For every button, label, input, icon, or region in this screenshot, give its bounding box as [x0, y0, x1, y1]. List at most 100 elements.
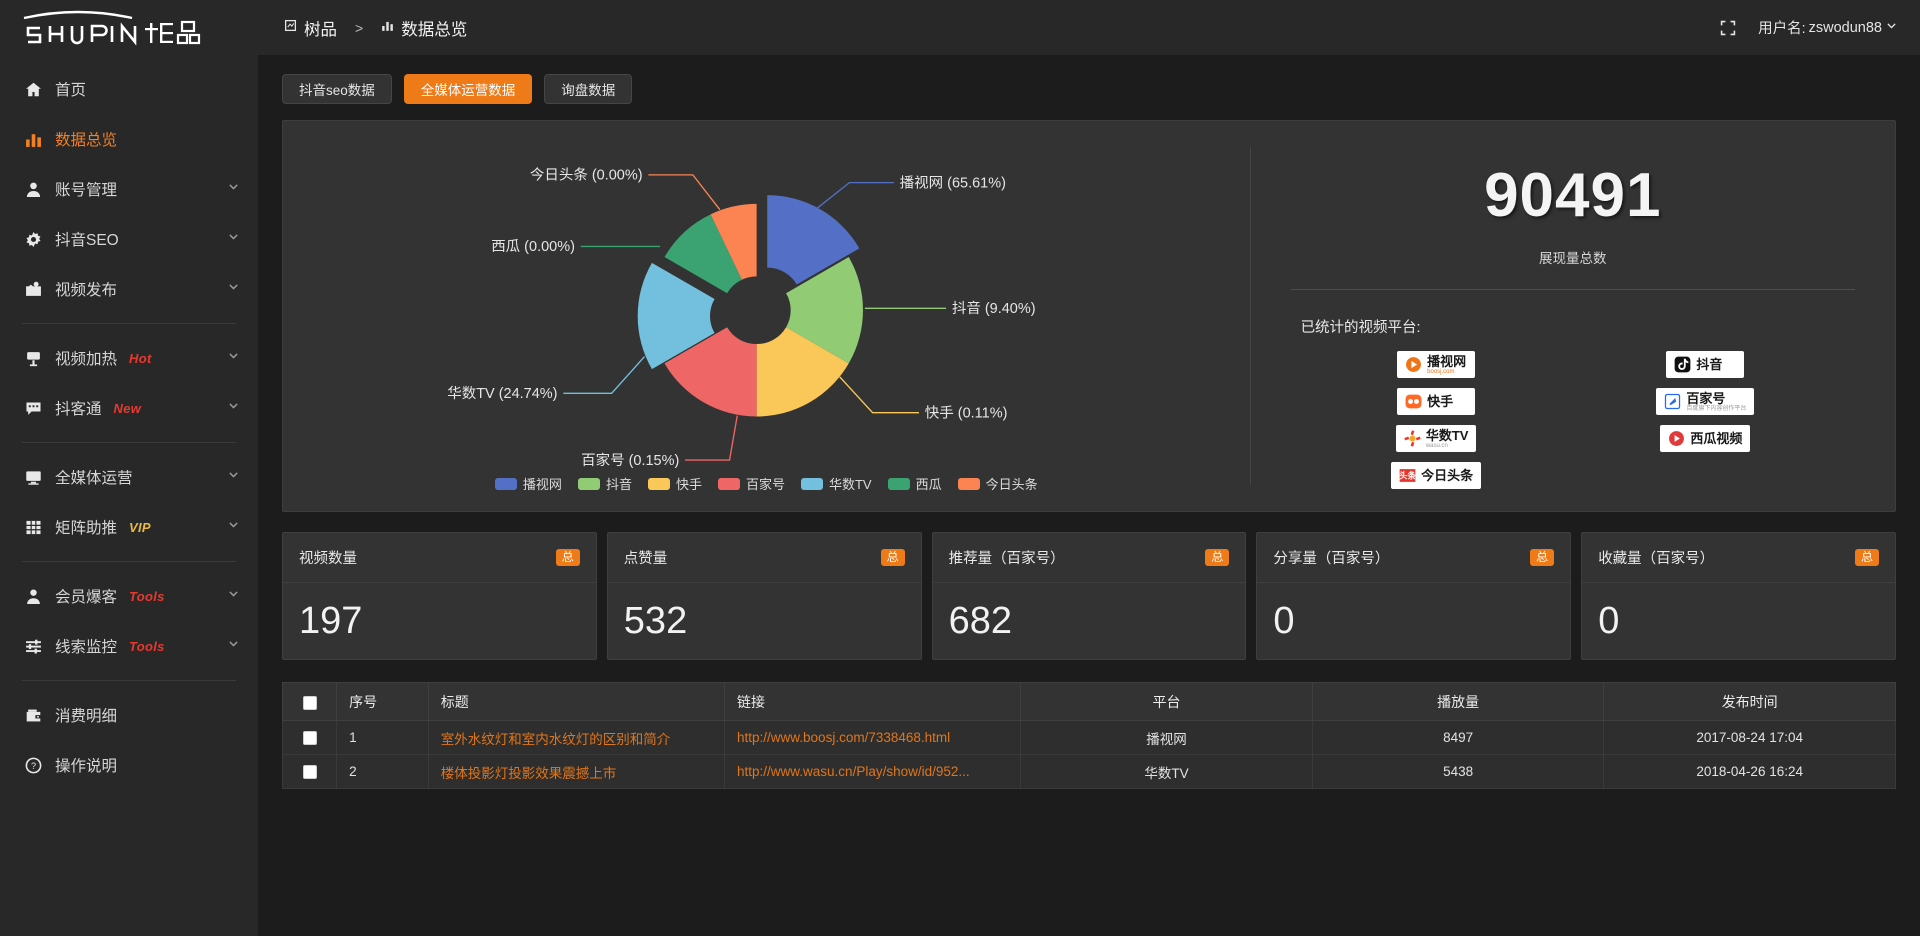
legend-item-kuaishou[interactable]: 快手 [647, 474, 702, 493]
data-type-tabs: 抖音seo数据 全媒体运营数据 询盘数据 [258, 56, 1920, 120]
legend-swatch [800, 477, 823, 490]
summary-panel: 90491 展现量总数 已统计的视频平台: 播视网 [1251, 121, 1895, 511]
home-icon [22, 81, 44, 98]
platform-column-right: 抖音 百家号 百度旗下内容创作平台 [1656, 351, 1755, 489]
legend-item-baijiahao[interactable]: 百家号 [717, 474, 785, 493]
pie-slice-toutiao[interactable] [710, 203, 757, 280]
sidebar-item-consumption-detail[interactable]: 消费明细 [0, 690, 258, 740]
total-impressions-caption: 展现量总数 [1539, 251, 1607, 266]
sidebar-item-label: 消费明细 [55, 708, 118, 725]
sidebar-item-video-publish[interactable]: 视频发布 [0, 264, 258, 314]
legend-item-boosj[interactable]: 播视网 [494, 474, 562, 493]
sidebar-nav: 首页 数据总览 账号管理 抖音 [0, 56, 258, 790]
legend-item-xigua[interactable]: 西瓜 [887, 474, 942, 493]
pie-label-baijiahao: 百家号 (0.15%) [581, 452, 679, 469]
sidebar-item-instructions[interactable]: ? 操作说明 [0, 740, 258, 790]
breadcrumb-current[interactable]: 数据总览 [381, 16, 467, 40]
table-row[interactable]: 2 楼体投影灯投影效果震撼上市 http://www.wasu.cn/Play/… [281, 754, 1896, 789]
platform-chip-xigua[interactable]: 西瓜视频 [1660, 425, 1751, 452]
breadcrumb-root[interactable]: 树品 [284, 16, 337, 40]
table-row[interactable]: 1 室外水纹灯和室内水纹灯的区别和简介 http://www.boosj.com… [281, 720, 1896, 755]
toutiao-icon: 头条 [1399, 467, 1416, 484]
row-url-link[interactable]: http://www.wasu.cn/Play/show/id/952... [737, 764, 970, 779]
sidebar-item-account-mgmt[interactable]: 账号管理 [0, 164, 258, 214]
sidebar-item-tag: Hot [129, 350, 152, 366]
row-checkbox[interactable] [302, 765, 317, 780]
pie-slice-baijiahao[interactable] [664, 327, 757, 417]
sidebar-item-home[interactable]: 首页 [0, 64, 258, 114]
wallet-icon [22, 707, 44, 724]
pie-slice-wasu[interactable] [637, 262, 715, 370]
legend-label: 华数TV [828, 477, 872, 492]
sidebar-item-douketong[interactable]: 抖客通 New [0, 383, 258, 433]
row-title[interactable]: 室外水纹灯和室内水纹灯的区别和简介 [427, 720, 726, 755]
platform-chip-douyin[interactable]: 抖音 [1666, 351, 1745, 378]
sidebar-item-label: 首页 [55, 82, 87, 99]
legend-item-wasu[interactable]: 华数TV [800, 474, 872, 493]
chevron-down-icon [227, 637, 240, 655]
pie-slice-xigua[interactable] [664, 214, 742, 294]
row-checkbox[interactable] [302, 731, 317, 746]
grid-icon [22, 519, 44, 536]
platform-chip-baijiahao[interactable]: 百家号 百度旗下内容创作平台 [1656, 388, 1755, 415]
row-link[interactable]: http://www.boosj.com/7338468.html [724, 720, 1022, 755]
pie-slice-boosj[interactable] [767, 195, 860, 285]
sidebar-item-data-overview[interactable]: 数据总览 [0, 114, 258, 164]
stat-card-shares: 分享量（百家号） 总 0 [1256, 532, 1572, 660]
row-plays: 8497 [1311, 720, 1605, 755]
table-header-row: 序号 标题 链接 平台 播放量 发布时间 [281, 682, 1896, 721]
overview-panel: 播视网 (65.61%) 抖音 (9.40%) 快手 (0.11%) 百家号 (… [282, 120, 1896, 512]
fullscreen-icon[interactable] [1720, 20, 1736, 36]
pie-label-wasu: 华数TV (24.74%) [447, 385, 557, 402]
sidebar-item-video-boost[interactable]: 视频加热 Hot [0, 333, 258, 383]
platform-chip-grid: 播视网 boosj.com 快手 [1287, 351, 1859, 489]
sidebar-item-tag: Tools [129, 588, 165, 604]
platform-chip-wasu[interactable]: 华数TV wasu.cn [1395, 425, 1477, 452]
sidebar-item-omnimedia[interactable]: 全媒体运营 [0, 452, 258, 502]
sidebar-divider [22, 323, 236, 324]
table-header-platform: 平台 [1020, 682, 1313, 721]
stat-card-badge: 总 [555, 548, 580, 567]
pie-slice-douyin[interactable] [786, 257, 863, 364]
platform-chip-boosj[interactable]: 播视网 boosj.com [1397, 351, 1476, 378]
pie-slice-kuaishou[interactable] [756, 327, 849, 417]
row-title-link[interactable]: 楼体投影灯投影效果震撼上市 [440, 765, 617, 781]
legend-swatch [494, 477, 517, 490]
platform-chip-toutiao[interactable]: 头条 今日头条 [1391, 462, 1482, 489]
row-title-link[interactable]: 室外水纹灯和室内水纹灯的区别和简介 [440, 731, 671, 747]
sidebar-item-douyin-seo[interactable]: 抖音SEO [0, 214, 258, 264]
user-name: zswodun88 [1808, 19, 1882, 36]
legend-item-toutiao[interactable]: 今日头条 [957, 474, 1038, 493]
platform-chip-kuaishou[interactable]: 快手 [1397, 388, 1476, 415]
upload-icon [22, 281, 44, 298]
user-menu[interactable]: 用户名: zswodun88 [1758, 17, 1898, 38]
select-all-checkbox[interactable] [302, 695, 317, 710]
chevron-down-icon [227, 180, 240, 198]
stat-card-value: 197 [299, 599, 363, 642]
tab-inquiry[interactable]: 询盘数据 [544, 74, 633, 104]
chevron-down-icon [227, 468, 240, 486]
pie-label-kuaishou: 快手 (0.11%) [925, 404, 1008, 421]
row-publish-time: 2017-08-24 17:04 [1603, 720, 1896, 755]
legend-swatch [717, 477, 740, 490]
legend-swatch [957, 477, 980, 490]
sidebar-item-member-growth[interactable]: 会员爆客 Tools [0, 571, 258, 621]
sidebar-item-label: 账号管理 [55, 182, 118, 199]
tab-omnimedia-ops[interactable]: 全媒体运营数据 [403, 74, 533, 104]
panel-divider [1249, 147, 1251, 485]
legend-item-douyin[interactable]: 抖音 [577, 474, 632, 493]
table-header-index: 序号 [336, 682, 429, 721]
sidebar-item-lead-monitor[interactable]: 线索监控 Tools [0, 621, 258, 671]
platform-chip-text: 播视网 boosj.com [1427, 355, 1466, 375]
breadcrumb-current-label: 数据总览 [401, 20, 468, 39]
row-title[interactable]: 楼体投影灯投影效果震撼上市 [427, 754, 726, 789]
row-link[interactable]: http://www.wasu.cn/Play/show/id/952... [724, 754, 1022, 789]
brand-logo[interactable] [0, 0, 258, 56]
row-url-link[interactable]: http://www.boosj.com/7338468.html [737, 730, 951, 745]
tab-douyin-seo[interactable]: 抖音seo数据 [282, 74, 392, 104]
stat-card-header: 分享量（百家号） 总 [1257, 533, 1571, 583]
sidebar-item-matrix-boost[interactable]: 矩阵助推 VIP [0, 502, 258, 552]
platform-chip-name: 百家号 [1686, 390, 1726, 406]
stat-card-header: 视频数量 总 [283, 533, 596, 583]
gear-icon [22, 231, 44, 248]
